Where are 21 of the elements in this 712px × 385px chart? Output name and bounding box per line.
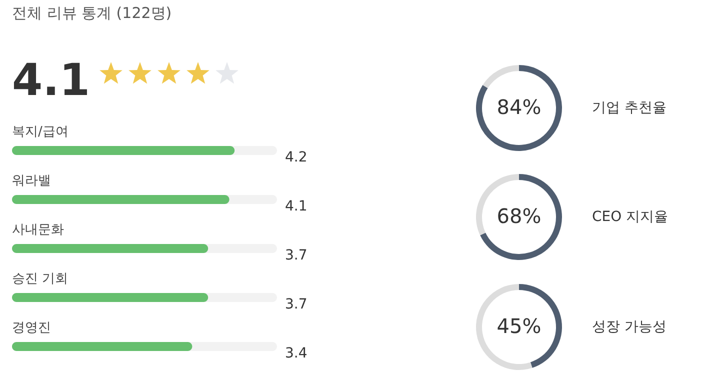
text: 4.1 — [12, 55, 90, 106]
donut-slice — [482, 65, 519, 88]
data-label: 3.7 — [285, 248, 308, 264]
text: 기업 추천율 — [592, 100, 666, 116]
data-label: 4.2 — [285, 150, 308, 166]
donut-slice — [480, 174, 562, 260]
category-label: 사내문화 — [12, 222, 64, 238]
data-label: 84% — [496, 95, 542, 119]
category-label: 승진 기회 — [12, 272, 68, 286]
data-label: 3.4 — [285, 346, 308, 362]
chart-title: 전체 리뷰 통계 (122명) — [12, 4, 172, 22]
data-label: 4.1 — [285, 198, 308, 214]
text: CEO 지지율 — [592, 209, 668, 225]
donut-slice — [476, 65, 562, 151]
data-label: 68% — [496, 204, 542, 228]
category-label: 경영진 — [12, 320, 51, 336]
category-label: 복지/급여 — [12, 124, 68, 140]
data-label: 3.7 — [285, 296, 308, 312]
data-label: 45% — [496, 314, 542, 338]
text: 성장 가능성 — [592, 319, 666, 335]
category-label: 워라밸 — [12, 174, 51, 188]
